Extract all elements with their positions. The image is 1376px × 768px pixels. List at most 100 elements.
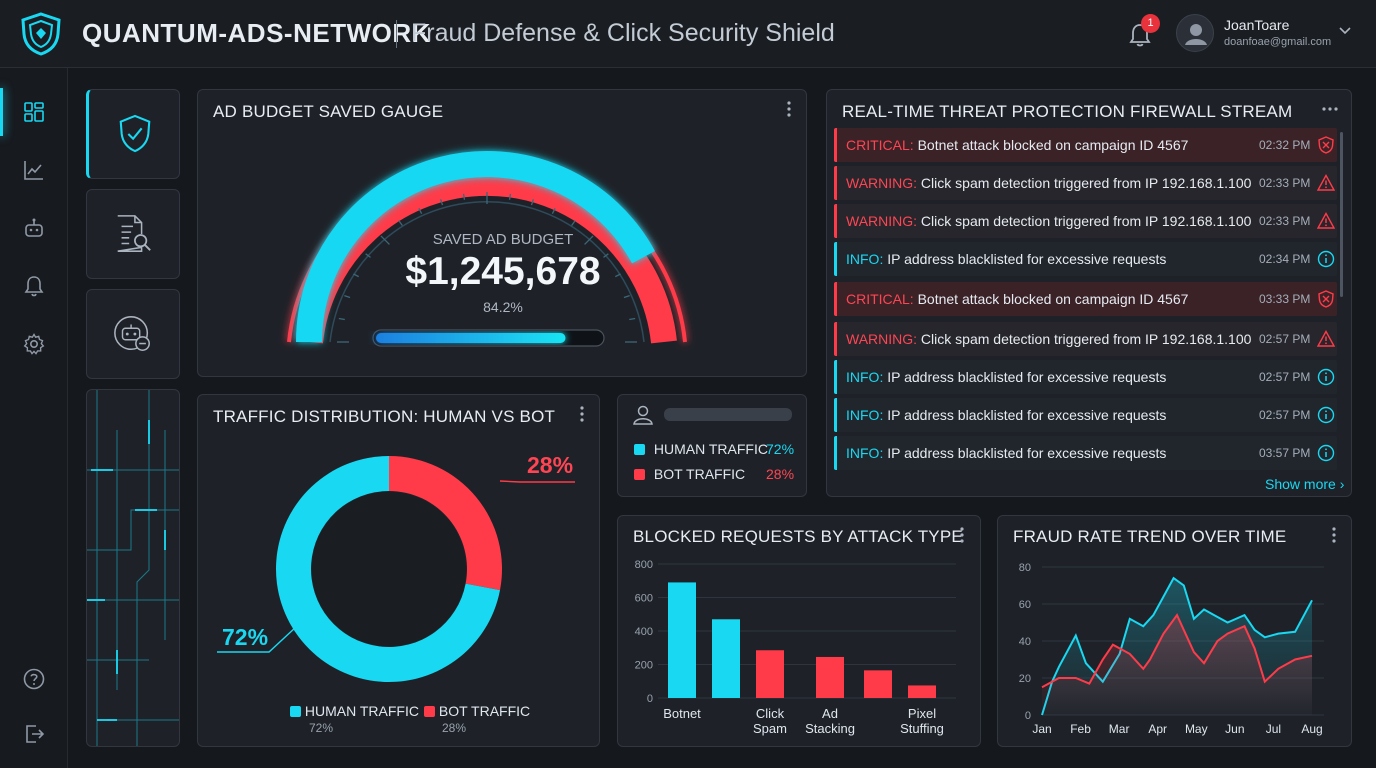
shield-logo-icon[interactable] <box>20 12 62 56</box>
sidebar-item-logout[interactable] <box>0 710 68 758</box>
chevron-down-icon[interactable] <box>1338 26 1352 36</box>
bar-y-tick-label: 0 <box>647 693 653 705</box>
bar-y-tick-label: 800 <box>635 559 653 571</box>
gear-icon <box>23 333 45 355</box>
threat-level: WARNING: <box>846 331 918 347</box>
bar-y-tick-label: 600 <box>635 593 653 605</box>
bar-x-tick-label: Stuffing <box>900 721 944 736</box>
more-options-icon[interactable] <box>1321 102 1339 116</box>
summary-placeholder-bar <box>664 408 792 421</box>
legend-human-label: HUMAN TRAFFIC <box>304 703 419 719</box>
analytics-icon <box>24 161 43 180</box>
gauge-tick <box>603 253 609 258</box>
threat-row[interactable]: INFO: IP address blacklisted for excessi… <box>834 436 1337 470</box>
legend-human-swatch <box>290 706 301 717</box>
threat-row[interactable]: WARNING: Click spam detection triggered … <box>834 166 1337 200</box>
bar-chart-title: BLOCKED REQUESTS BY ATTACK TYPE <box>633 527 963 546</box>
bar <box>908 685 936 698</box>
sidebar-item-alerts[interactable] <box>0 262 68 310</box>
gauge-percent: 84.2% <box>483 299 523 315</box>
threat-row-text: CRITICAL: Botnet attack blocked on campa… <box>846 137 1188 153</box>
trend-x-tick-label: Apr <box>1148 722 1167 736</box>
sidebar-item-dashboard[interactable] <box>0 88 68 136</box>
threat-message: IP address blacklisted for excessive req… <box>883 251 1167 267</box>
show-more-link[interactable]: Show more › <box>1265 476 1344 492</box>
tile-bot-block[interactable] <box>86 289 180 379</box>
legend-bot-value: 28% <box>442 721 467 735</box>
donut-slice-bot <box>389 456 502 591</box>
warning-icon <box>1317 330 1335 347</box>
threat-title: REAL-TIME THREAT PROTECTION FIREWALL STR… <box>842 102 1293 121</box>
threat-row[interactable]: INFO: IP address blacklisted for excessi… <box>834 398 1337 432</box>
human-percent-label: 72% <box>222 624 269 650</box>
sidebar-item-bots[interactable] <box>0 204 68 252</box>
summary-human-value: 72% <box>766 441 795 457</box>
traffic-donut-chart <box>217 456 575 682</box>
threat-message: IP address blacklisted for excessive req… <box>883 445 1167 461</box>
threat-time: 02:57 PM <box>1259 408 1311 422</box>
threat-row[interactable]: INFO: IP address blacklisted for excessi… <box>834 242 1337 276</box>
trend-chart-title: FRAUD RATE TREND OVER TIME <box>1013 527 1287 546</box>
threat-time: 02:33 PM <box>1259 214 1311 228</box>
trend-y-tick-label: 80 <box>1019 562 1031 574</box>
tile-document-search[interactable] <box>86 189 180 279</box>
fraud-trend-line-chart: 0 20 40 60 80 Jan Feb Mar Apr May Jun Jul Aug <box>1019 562 1324 736</box>
user-email: doanfoae@gmail.com <box>1224 36 1332 48</box>
threat-row[interactable]: CRITICAL: Botnet attack blocked on campa… <box>834 282 1337 316</box>
summary-human-swatch <box>634 444 645 455</box>
notification-badge[interactable]: 1 <box>1141 14 1160 33</box>
more-options-icon[interactable] <box>1327 526 1341 544</box>
trend-x-tick-label: Feb <box>1070 722 1091 736</box>
traffic-title: TRAFFIC DISTRIBUTION: HUMAN VS BOT <box>213 407 556 426</box>
threat-row-text: WARNING: Click spam detection triggered … <box>846 175 1251 191</box>
gauge-tick <box>615 273 621 278</box>
dashboard-icon <box>24 102 44 122</box>
shield-alert-icon <box>1318 136 1334 154</box>
trend-y-tick-label: 40 <box>1019 636 1031 648</box>
summary-human-row: HUMAN TRAFFIC <box>634 441 768 457</box>
gauge-chart <box>287 151 687 347</box>
summary-bot-value: 28% <box>766 466 795 482</box>
more-options-icon[interactable] <box>955 526 969 544</box>
bot-percent-label: 28% <box>527 452 574 478</box>
gauge-tick <box>623 295 630 299</box>
gauge-tick <box>462 193 466 200</box>
info-icon <box>1317 444 1335 462</box>
more-options-icon[interactable] <box>782 100 796 118</box>
sidebar-item-help[interactable] <box>0 655 68 703</box>
threat-level: INFO: <box>846 445 884 461</box>
trend-line <box>1041 576 1313 716</box>
threat-row[interactable]: INFO: IP address blacklisted for excessi… <box>834 360 1337 394</box>
threat-row[interactable]: WARNING: Click spam detection triggered … <box>834 204 1337 238</box>
app-subtitle: Fraud Defense & Click Security Shield <box>411 19 835 47</box>
summary-human-label: HUMAN TRAFFIC <box>653 441 768 457</box>
user-name[interactable]: JoanToare <box>1224 17 1290 33</box>
threat-level: CRITICAL: <box>846 291 914 307</box>
threat-message: Botnet attack blocked on campaign ID 456… <box>913 291 1189 307</box>
threat-row[interactable]: CRITICAL: Botnet attack blocked on campa… <box>834 128 1337 162</box>
tile-shield[interactable] <box>86 89 180 179</box>
threat-message: IP address blacklisted for excessive req… <box>883 407 1167 423</box>
info-icon <box>1317 406 1335 424</box>
threat-row-text: INFO: IP address blacklisted for excessi… <box>846 251 1166 267</box>
trend-y-tick-label: 20 <box>1019 673 1031 685</box>
sidebar-item-settings[interactable] <box>0 320 68 368</box>
threat-time: 03:33 PM <box>1259 292 1311 306</box>
threat-message: Botnet attack blocked on campaign ID 456… <box>913 137 1189 153</box>
gauge-amount: $1,245,678 <box>405 250 601 293</box>
traffic-summary-panel: HUMAN TRAFFIC 72% BOT TRAFFIC 28% <box>617 394 807 497</box>
threat-row[interactable]: WARNING: Click spam detection triggered … <box>834 322 1337 356</box>
title-divider <box>396 20 397 48</box>
gauge-tick <box>530 199 534 206</box>
threat-message: IP address blacklisted for excessive req… <box>883 369 1167 385</box>
bar-x-tick-label: Click <box>756 706 785 721</box>
stream-scrollbar[interactable] <box>1340 132 1343 297</box>
avatar[interactable] <box>1176 14 1214 52</box>
bar-x-tick-label: Ad <box>822 706 838 721</box>
shield-check-icon <box>119 114 151 153</box>
shield-alert-icon <box>1318 290 1334 308</box>
threat-row-text: WARNING: Click spam detection triggered … <box>846 331 1251 347</box>
sidebar-item-analytics[interactable] <box>0 146 68 194</box>
more-options-icon[interactable] <box>575 405 589 423</box>
threat-time: 02:57 PM <box>1259 332 1311 346</box>
